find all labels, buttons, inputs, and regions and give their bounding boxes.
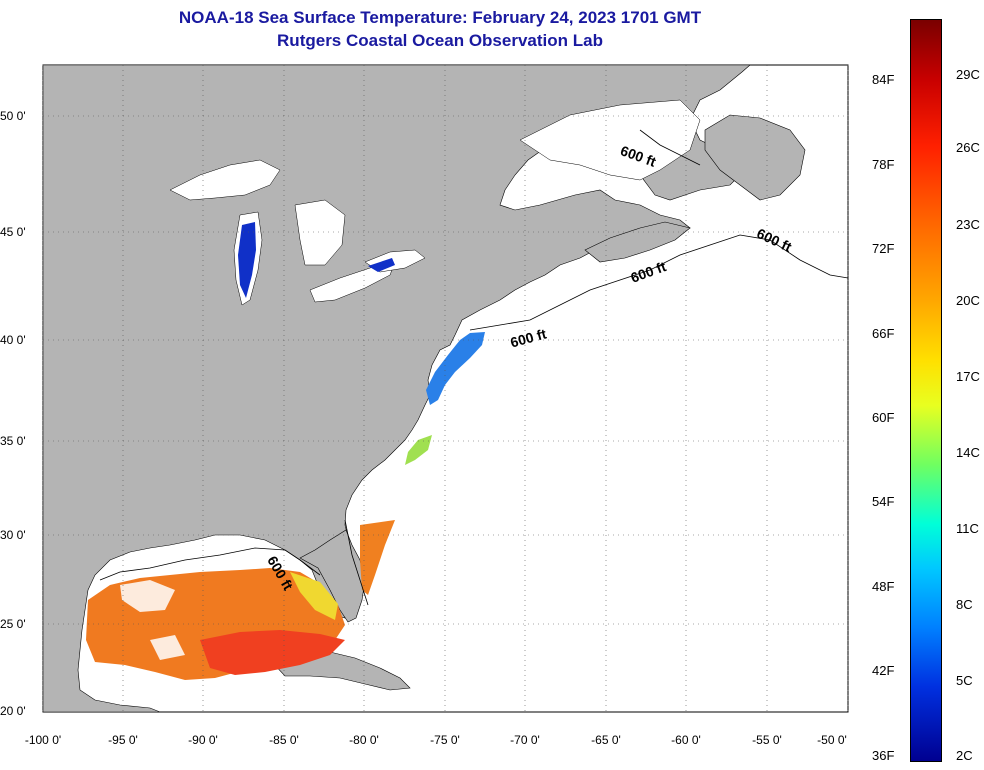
map-title: NOAA-18 Sea Surface Temperature: Februar… (178, 8, 702, 27)
sst-gulf-clouds (120, 580, 185, 660)
colorbar-f-label: 60F (872, 410, 895, 425)
y-tick-label: 25 0' (0, 617, 26, 631)
y-tick-label: 30 0' (0, 528, 26, 542)
land-newfoundland (704, 114, 806, 201)
x-tick-label: -75 0' (430, 733, 460, 747)
colorbar-c-label: 8C (956, 597, 973, 612)
lake-superior (169, 159, 281, 201)
contour-600ft (99, 129, 849, 606)
sst-gulf-warm (200, 630, 345, 675)
colorbar-f-label: 54F (872, 494, 895, 509)
colorbar-c-label: 5C (956, 673, 973, 688)
y-tick-label: 40 0' (0, 333, 26, 347)
colorbar-c-label: 29C (956, 67, 980, 82)
y-tick-label: 50 0' (0, 109, 26, 123)
colorbar-f-label: 72F (872, 241, 895, 256)
sst-florida-east (360, 520, 395, 595)
colorbar-c-label: 11C (956, 521, 979, 536)
colorbar-c-label: 26C (956, 140, 980, 155)
temperature-colorbar (910, 19, 942, 762)
x-tick-label: -50 0' (817, 733, 847, 747)
y-tick-label: 35 0' (0, 434, 26, 448)
colorbar-f-label: 36F (872, 748, 895, 763)
colorbar-f-label: 78F (872, 157, 895, 172)
colorbar-c-label: 23C (956, 217, 980, 232)
sst-carolina (405, 435, 432, 465)
x-tick-label: -60 0' (671, 733, 701, 747)
x-tick-label: -80 0' (349, 733, 379, 747)
x-tick-label: -100 0' (24, 733, 62, 747)
colorbar-f-label: 66F (872, 326, 895, 341)
sst-mid-atlantic (426, 332, 485, 405)
x-tick-label: -90 0' (188, 733, 218, 747)
colorbar-c-label: 14C (956, 445, 980, 460)
colorbar-c-label: 17C (956, 369, 980, 384)
sst-lake-erie (368, 258, 395, 272)
colorbar-f-label: 84F (872, 72, 895, 87)
sst-gulf-cool (290, 572, 338, 620)
x-tick-label: -85 0' (269, 733, 299, 747)
x-tick-label: -65 0' (591, 733, 621, 747)
y-tick-label: 20 0' (0, 704, 26, 718)
x-tick-label: -70 0' (510, 733, 540, 747)
colorbar-c-label: 2C (956, 748, 973, 763)
colorbar-c-label: 20C (956, 293, 980, 308)
colorbar-f-label: 42F (872, 663, 895, 678)
x-tick-label: -95 0' (108, 733, 138, 747)
lake-huron (294, 199, 346, 266)
lake-erie (309, 261, 396, 303)
y-tick-label: 45 0' (0, 225, 26, 239)
colorbar-f-label: 48F (872, 579, 895, 594)
map-subtitle: Rutgers Coastal Ocean Observation Lab (277, 31, 603, 50)
gulf-st-lawrence (519, 99, 701, 181)
grid (42, 65, 849, 712)
x-tick-label: -55 0' (752, 733, 782, 747)
sst-lake-michigan (238, 222, 256, 298)
